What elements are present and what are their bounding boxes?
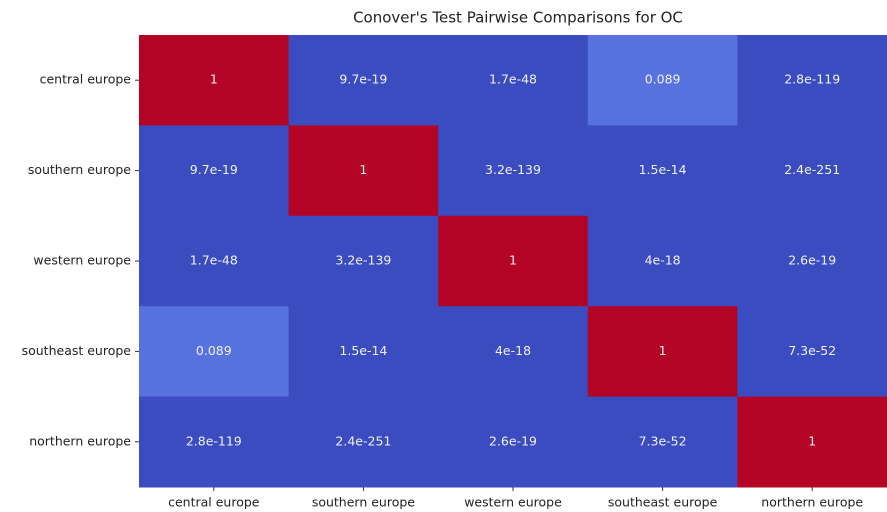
heatmap-cell — [587, 125, 738, 217]
y-tick-label: western europe — [33, 253, 131, 268]
x-tick-label: southern europe — [312, 495, 415, 510]
cell-label: 1.7e-48 — [489, 72, 537, 87]
heatmap-cell — [288, 215, 439, 307]
cell-label: 3.2e-139 — [335, 253, 391, 268]
x-tick-label: western europe — [464, 495, 562, 510]
cell-label: 9.7e-19 — [190, 162, 238, 177]
heatmap-cell — [587, 396, 738, 488]
cell-label: 7.3e-52 — [788, 343, 836, 358]
y-tick-label: southern europe — [28, 162, 131, 177]
cell-label: 1.5e-14 — [339, 343, 387, 358]
heatmap-cell — [737, 215, 887, 307]
y-tick-label: central europe — [40, 72, 132, 87]
cell-label: 1 — [808, 433, 816, 448]
heatmap-cell — [438, 35, 589, 126]
cell-label: 4e-18 — [495, 343, 531, 358]
heatmap-cell — [139, 396, 290, 488]
cell-label: 2.6e-19 — [788, 253, 836, 268]
heatmap-cell — [139, 35, 290, 126]
chart-title: Conover's Test Pairwise Comparisons for … — [353, 9, 683, 27]
heatmap-cell — [288, 306, 439, 398]
cell-label: 0.089 — [196, 343, 232, 358]
heatmap-cell — [438, 125, 589, 217]
cell-label: 2.8e-119 — [186, 433, 242, 448]
cell-label: 1.5e-14 — [639, 162, 687, 177]
heatmap-cell — [587, 35, 738, 126]
cell-label: 1 — [359, 162, 367, 177]
cell-label: 4e-18 — [645, 253, 681, 268]
heatmap-cell — [587, 215, 738, 307]
cell-label: 3.2e-139 — [485, 162, 541, 177]
cell-label: 1 — [659, 343, 667, 358]
cell-label: 1 — [210, 72, 218, 87]
y-tick-label: southeast europe — [22, 343, 132, 358]
x-tick-label: northern europe — [761, 495, 863, 510]
cell-label: 9.7e-19 — [339, 72, 387, 87]
heatmap-cell — [288, 125, 439, 217]
cell-label: 2.6e-19 — [489, 433, 537, 448]
heatmap-cell — [139, 215, 290, 307]
heatmap-cell — [737, 125, 887, 217]
heatmap-cell — [737, 35, 887, 126]
heatmap-cell — [139, 125, 290, 217]
cell-label: 1 — [509, 253, 517, 268]
heatmap-cell — [438, 306, 589, 398]
heatmap-cell — [139, 306, 290, 398]
cell-label: 1.7e-48 — [190, 253, 238, 268]
y-tick-label: northern europe — [29, 433, 131, 448]
heatmap-cell — [288, 35, 439, 126]
cell-label: 2.4e-251 — [784, 162, 840, 177]
heatmap-cell — [737, 396, 887, 488]
cell-label: 0.089 — [645, 72, 681, 87]
cell-label: 7.3e-52 — [639, 433, 687, 448]
x-tick-label: southeast europe — [608, 495, 718, 510]
cell-label: 2.8e-119 — [784, 72, 840, 87]
x-tick-label: central europe — [168, 495, 260, 510]
cell-label: 2.4e-251 — [335, 433, 391, 448]
heatmap-cell — [737, 306, 887, 398]
heatmap-cell — [288, 396, 439, 488]
heatmap-cell — [438, 215, 589, 307]
heatmap-cell — [587, 306, 738, 398]
heatmap-cell — [438, 396, 589, 488]
